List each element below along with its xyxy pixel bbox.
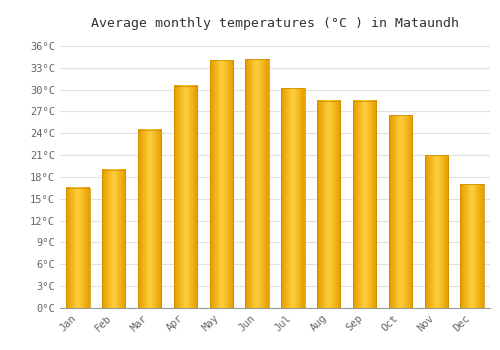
Bar [66,188,90,308]
Bar [460,184,483,308]
Bar [102,170,126,308]
Bar [138,130,161,308]
Title: Average monthly temperatures (°C ) in Mataundh: Average monthly temperatures (°C ) in Ma… [91,17,459,30]
Bar [389,115,412,308]
Bar [210,61,233,308]
Bar [317,100,340,308]
Bar [282,88,304,308]
Bar [246,59,268,308]
Bar [174,86,197,308]
Bar [424,155,448,308]
Bar [353,100,376,308]
